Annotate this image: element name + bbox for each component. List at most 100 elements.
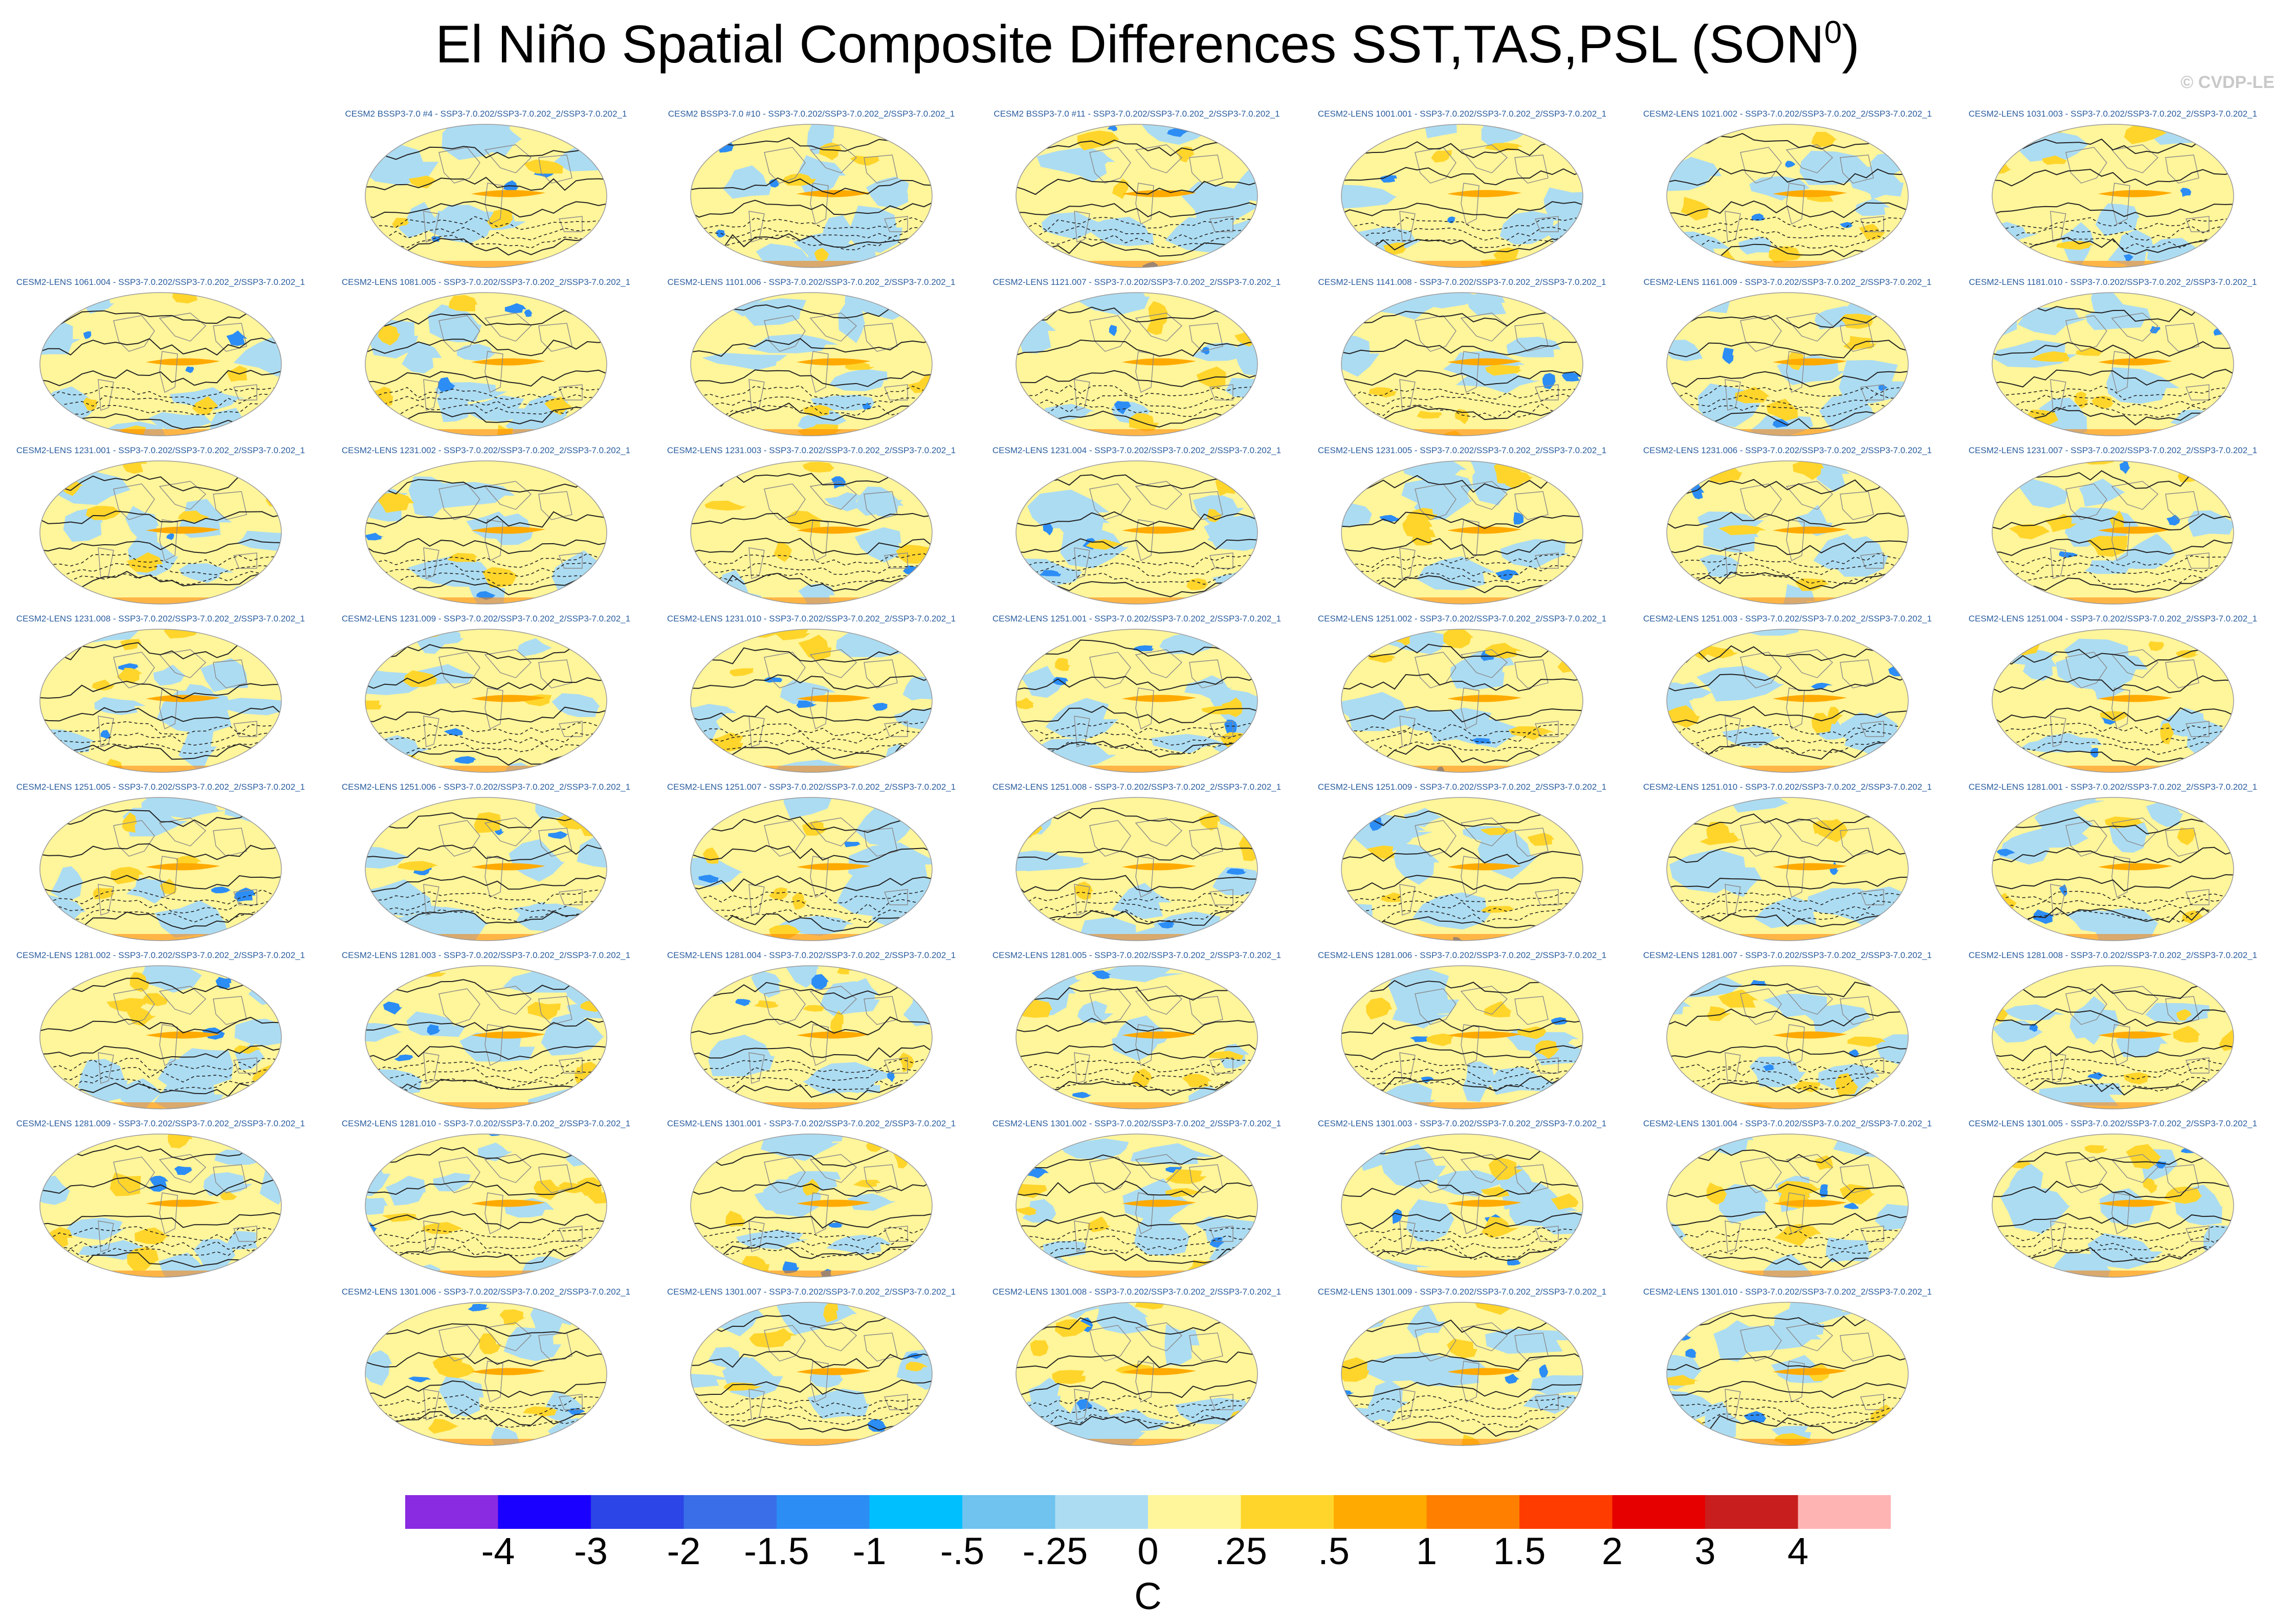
continent-outline <box>864 154 898 184</box>
continent-outline <box>438 988 480 1025</box>
cool-anomaly-region <box>894 708 932 732</box>
continent-outline <box>1535 216 1559 232</box>
map-panel: CESM2-LENS 1231.004 - SSP3-7.0.202/SSP3-… <box>974 445 1299 614</box>
psl-contour-negative <box>1341 1245 1583 1260</box>
continent-outline <box>1461 856 1480 898</box>
warm-anomaly-region <box>449 295 478 312</box>
strong-cool-anomaly <box>764 677 783 683</box>
cool-anomaly-region <box>708 1034 775 1077</box>
continent-outline <box>1840 996 1874 1025</box>
strong-cool-anomaly <box>1226 868 1247 875</box>
polar-warm-band <box>1016 597 1257 604</box>
psl-contour-negative <box>1016 721 1257 736</box>
strong-cool-anomaly <box>365 532 384 541</box>
psl-contour <box>365 1249 607 1264</box>
continent-outline <box>1189 1332 1223 1362</box>
warm-anomaly-region <box>1774 1224 1822 1247</box>
psl-contour <box>1341 875 1583 892</box>
continent-outline <box>213 828 247 857</box>
psl-contour <box>691 1242 932 1261</box>
psl-contour <box>1016 538 1257 554</box>
continent-outline <box>1135 1361 1154 1403</box>
psl-contour-negative <box>1667 900 1908 915</box>
continent-outline <box>810 351 829 393</box>
el-nino-warm-tongue <box>1447 1199 1522 1207</box>
continent-outline <box>1786 351 1805 393</box>
cool-anomaly-region <box>1398 631 1456 655</box>
cool-anomaly-region <box>1882 1142 1908 1167</box>
psl-contour-negative <box>1667 730 1908 745</box>
warm-anomaly-region <box>2173 1026 2201 1043</box>
cool-anomaly-region <box>153 797 232 811</box>
psl-contour <box>365 511 607 528</box>
continent-outline <box>159 481 207 510</box>
strong-cool-anomaly <box>83 331 92 339</box>
warm-anomaly-region <box>2160 723 2174 745</box>
strong-cool-anomaly <box>1447 216 1455 224</box>
continent-outline <box>1189 659 1223 688</box>
colorbar-tick-label: -4 <box>481 1530 515 1572</box>
continent-outline <box>423 547 439 579</box>
psl-contour-negative <box>365 1403 607 1418</box>
psl-contour-negative <box>365 1236 607 1249</box>
cool-anomaly-region <box>1840 712 1874 750</box>
continent-outline <box>1415 315 1457 352</box>
warm-anomaly-region <box>754 1000 779 1009</box>
panel-label: CESM2-LENS 1251.006 - SSP3-7.0.202/SSP3-… <box>341 782 631 792</box>
warm-anomaly-region <box>397 861 438 871</box>
warm-anomaly-region <box>192 396 219 415</box>
continent-outline <box>1189 828 1223 857</box>
continent-outline <box>1399 884 1416 916</box>
psl-contour-negative <box>1016 909 1257 923</box>
cool-anomaly-region <box>1485 1328 1569 1354</box>
psl-contour <box>1992 169 2234 187</box>
globe-border <box>1016 460 1258 605</box>
cool-anomaly-region <box>1672 293 1732 317</box>
warm-anomaly-region <box>1839 1184 1875 1205</box>
strong-cool-anomaly <box>2051 124 2060 133</box>
continent-outline <box>2111 649 2159 678</box>
psl-contour-negative <box>1341 730 1583 745</box>
continent-outline <box>2050 1220 2066 1252</box>
continent-outline <box>1786 183 1805 225</box>
colorbar <box>405 1495 1891 1529</box>
colorbar-swatch <box>498 1495 591 1529</box>
continent-outline <box>884 216 908 232</box>
panel-label: CESM2-LENS 1301.006 - SSP3-7.0.202/SSP3-… <box>341 1287 631 1297</box>
el-nino-warm-tongue <box>796 1368 871 1375</box>
globe-map <box>690 629 933 773</box>
psl-contour <box>1016 1211 1257 1228</box>
continent-outline <box>2050 884 2066 916</box>
strong-cool-anomaly <box>890 924 907 931</box>
continent-outline <box>1209 552 1233 569</box>
continent-outline <box>2186 1226 2210 1242</box>
panel-label: CESM2-LENS 1231.007 - SSP3-7.0.202/SSP3-… <box>1968 446 2258 455</box>
continent-outline <box>1089 988 1131 1025</box>
cool-anomaly-region <box>478 1142 513 1162</box>
psl-contour <box>365 1323 607 1337</box>
psl-contour <box>1992 1045 2234 1062</box>
el-nino-warm-tongue <box>1121 863 1197 871</box>
cool-anomaly-region <box>751 970 782 998</box>
polar-warm-band <box>1016 1102 1257 1109</box>
warm-anomaly-region <box>92 679 115 691</box>
colorbar-swatch <box>1705 1495 1798 1529</box>
psl-contour-negative <box>691 553 932 568</box>
continent-outline <box>2165 659 2199 688</box>
polar-warm-band <box>1667 1439 1908 1445</box>
warm-anomaly-region <box>1341 921 1365 933</box>
psl-contour <box>365 144 607 160</box>
polar-warm-band <box>1341 1439 1583 1445</box>
map-panel: CESM2-LENS 1281.005 - SSP3-7.0.202/SSP3-… <box>974 950 1299 1119</box>
cool-anomaly-region <box>178 724 217 772</box>
psl-contour <box>1341 475 1583 494</box>
continent-outline <box>484 183 503 225</box>
panel-label: CESM2-LENS 1001.001 - SSP3-7.0.202/SSP3-… <box>1317 109 1607 119</box>
psl-contour-negative <box>1341 571 1583 584</box>
continent-outline <box>159 649 207 678</box>
psl-contour-negative <box>40 1058 281 1072</box>
continent-outline <box>1840 1164 1874 1193</box>
panel-label: CESM2-LENS 1251.010 - SSP3-7.0.202/SSP3-… <box>1643 782 1932 792</box>
strong-cool-anomaly <box>226 330 248 346</box>
map-panel: CESM2-LENS 1301.005 - SSP3-7.0.202/SSP3-… <box>1950 1118 2276 1287</box>
